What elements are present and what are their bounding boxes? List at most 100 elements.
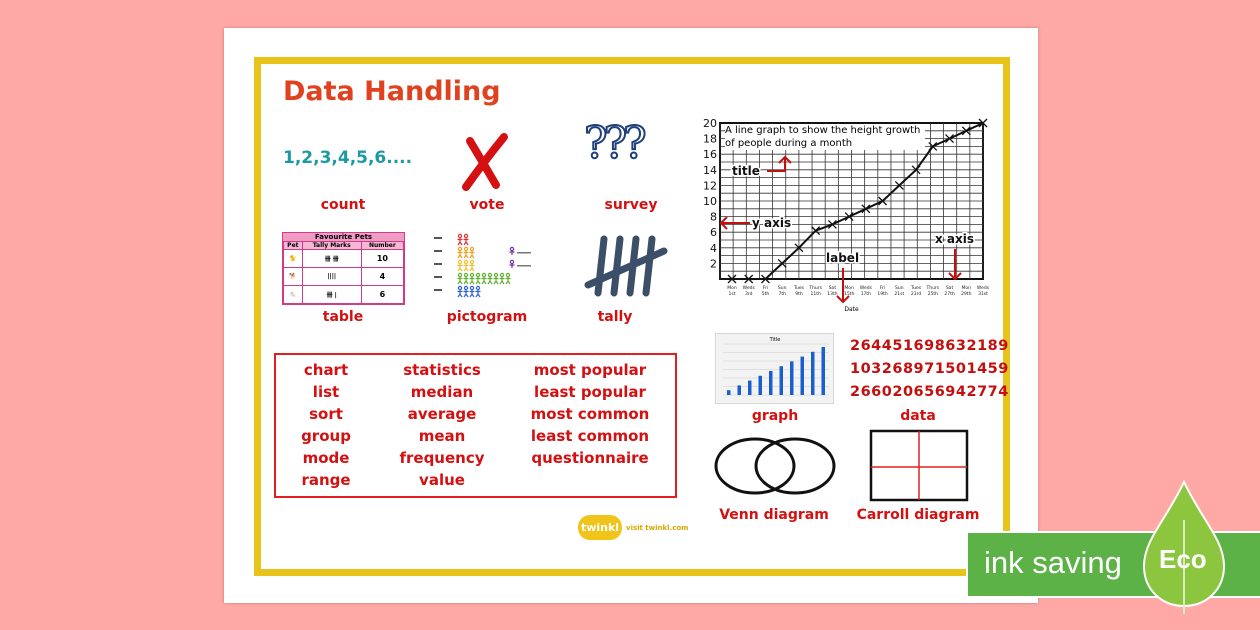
chart-title-text: A line graph to show the height growth o… — [725, 124, 925, 150]
pets-table: Favourite Pets Pet Tally Marks Number 🐈 卌 卌… — [282, 232, 405, 305]
tally-cell: 卌 | — [301, 285, 362, 304]
data-point — [727, 274, 737, 284]
data-point — [827, 219, 837, 229]
x-tick-label: Thurs — [925, 285, 939, 291]
data-point — [961, 126, 971, 136]
tally-marks-icon — [584, 235, 668, 297]
annotation-y-axis: y axis — [752, 216, 791, 230]
x-tick-label: Tues — [793, 285, 805, 291]
pictogram-image — [434, 233, 531, 298]
label-pictogram: pictogram — [446, 309, 528, 325]
vocab-word: median — [410, 383, 474, 401]
person-icon — [463, 272, 469, 285]
col-pet: Pet — [283, 241, 303, 250]
x-tick-label: 31st — [978, 291, 988, 297]
x-tick-label: Sun — [778, 285, 787, 291]
person-icon — [463, 285, 469, 298]
x-tick-label: 25th — [928, 291, 938, 297]
person-icon — [469, 285, 475, 298]
eco-leaf-icon — [1142, 480, 1226, 614]
x-tick-label: 3rd — [745, 291, 753, 297]
bar — [790, 361, 794, 395]
bar-graph-frame — [715, 333, 834, 404]
x-tick-label: 23rd — [911, 291, 921, 297]
x-tick-label: Weds — [743, 285, 756, 291]
x-tick-label: 27th — [944, 291, 954, 297]
vocab-word: group — [301, 427, 351, 445]
x-tick-label: 9th — [795, 291, 803, 297]
pictogram-row-label — [434, 289, 442, 291]
col-number: Number — [360, 241, 405, 250]
person-icon — [469, 246, 475, 259]
vote-cross-icon — [462, 133, 508, 191]
bar — [821, 347, 825, 395]
x-tick-label: 11th — [810, 291, 820, 297]
x-tick-label: 15th — [844, 291, 854, 297]
label-table: table — [322, 309, 364, 325]
x-tick-label: Fri — [880, 285, 885, 291]
label-arrow-icon — [836, 268, 850, 304]
table-row: 🐕 |||| 4 — [283, 267, 405, 286]
bar — [779, 366, 783, 395]
x-tick-label: 21st — [894, 291, 904, 297]
chart-title: A line graph to show the height growth o… — [725, 124, 925, 150]
x-tick-label: 19th — [877, 291, 887, 297]
data-number-3: 266020656942774 — [850, 384, 1009, 400]
cat-icon: 🐈 — [283, 249, 303, 268]
person-icon — [499, 272, 505, 285]
vocab-word: least common — [530, 427, 650, 445]
vocab-word: range — [301, 471, 351, 489]
vocab-word: statistics — [403, 361, 481, 379]
data-number-1: 264451698632189 — [850, 338, 1009, 354]
person-icon — [457, 246, 463, 259]
data-point — [761, 274, 770, 284]
y-tick-label: 2 — [710, 257, 717, 270]
vocab-word: mean — [418, 427, 466, 445]
y-tick-label: 6 — [710, 226, 717, 239]
x-tick-label: 7th — [778, 291, 786, 297]
x-axis-arrow-icon — [948, 249, 962, 281]
vocab-word: most popular — [533, 361, 647, 379]
vocab-word: sort — [309, 405, 343, 423]
person-icon — [475, 272, 481, 285]
table-row: 🐈 卌 卌 10 — [283, 249, 405, 268]
person-icon — [457, 272, 463, 285]
person-icon — [505, 272, 511, 285]
eco-badge-text: Eco — [1159, 544, 1207, 574]
pets-table-title: Favourite Pets — [283, 233, 404, 241]
label-carroll: Carroll diagram — [856, 507, 980, 523]
bar — [800, 356, 804, 395]
table-row: 🐁 卌 | 6 — [283, 285, 405, 304]
x-tick-label: Weds — [860, 285, 873, 291]
key-person-icon — [509, 246, 515, 255]
person-icon — [481, 272, 487, 285]
bar — [737, 385, 741, 395]
label-tally: tally — [597, 309, 633, 325]
person-icon — [463, 259, 469, 272]
dog-icon: 🐕 — [283, 267, 303, 286]
x-tick-label: Thurs — [808, 285, 822, 291]
data-point — [894, 180, 904, 190]
twinkl-url[interactable]: visit twinkl.com — [626, 524, 689, 532]
bar — [769, 371, 773, 395]
annotation-label: label — [826, 251, 859, 265]
number-cell: 10 — [360, 249, 405, 268]
bar-graph-thumbnail: Title — [715, 333, 834, 404]
data-point — [945, 134, 954, 144]
bar — [758, 375, 762, 395]
label-survey: survey — [604, 197, 658, 213]
vocab-word: list — [312, 383, 340, 401]
data-point — [878, 196, 888, 206]
person-icon — [493, 272, 499, 285]
x-tick-label: Weds — [977, 285, 990, 291]
person-icon — [463, 233, 469, 246]
pictogram-row-label — [434, 250, 442, 252]
person-icon — [457, 285, 463, 298]
label-vote: vote — [469, 197, 505, 213]
annotation-title: title — [732, 164, 760, 178]
x-tick-label: Mon — [727, 285, 737, 291]
y-tick-label: 8 — [710, 211, 717, 224]
bar — [727, 390, 731, 395]
vocab-word: mode — [302, 449, 350, 467]
number-cell: 4 — [360, 267, 405, 286]
